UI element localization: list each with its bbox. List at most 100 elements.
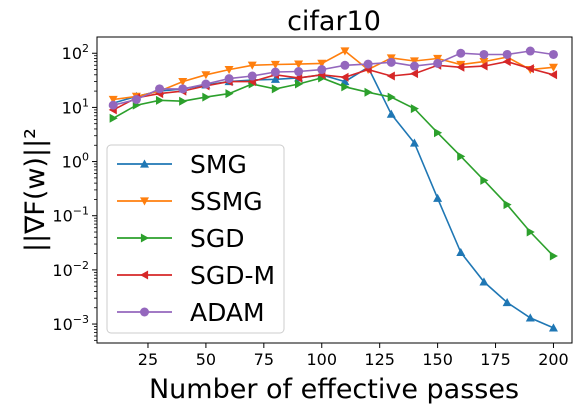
data-point-sgd [271, 84, 280, 94]
x-tick-label: 150 [422, 350, 453, 369]
legend-item-adam: ADAM [117, 298, 265, 327]
legend-item-ssmg: SSMG [117, 187, 263, 216]
data-point-adam [386, 57, 396, 67]
series-line-ssmg [113, 50, 554, 101]
x-tick-label: 200 [538, 350, 569, 369]
y-tick-label: 10−2 [52, 259, 89, 280]
data-point-smg [502, 297, 512, 307]
data-point-sgd [457, 151, 466, 161]
y-tick-label: 10−1 [52, 205, 89, 226]
data-point-ssmg [294, 60, 304, 69]
y-tick-label: 101 [62, 96, 89, 117]
data-point-adam [294, 67, 304, 77]
legend-label-ssmg: SSMG [190, 187, 263, 216]
data-point-adam [479, 49, 489, 59]
series-sgd-m [108, 57, 558, 115]
data-point-adam [502, 49, 512, 59]
legend-marker-smg [140, 159, 149, 168]
data-point-adam [363, 59, 373, 69]
x-tick-label: 50 [196, 350, 216, 369]
data-point-ssmg [201, 71, 211, 80]
data-point-smg [548, 323, 558, 332]
legend-marker-sgd-m [140, 270, 149, 280]
series-adam [108, 46, 558, 110]
data-point-sgd [341, 82, 350, 92]
series-layer [108, 46, 558, 332]
x-tick-label: 100 [306, 350, 337, 369]
data-point-sgd [294, 79, 304, 89]
data-point-sgd-m [386, 71, 395, 81]
legend-label-adam: ADAM [190, 298, 265, 327]
legend-frame [106, 144, 285, 334]
data-point-sgd [179, 96, 188, 106]
data-point-sgd [387, 92, 396, 102]
y-axis-label: ||∇F(w)||² [20, 128, 51, 252]
legend: SMG SSMG SGD SGD-M ADAM [106, 144, 285, 334]
data-point-smg [270, 74, 280, 83]
data-point-adam [108, 100, 118, 110]
data-point-smg [479, 277, 489, 286]
data-point-ssmg [548, 63, 558, 72]
data-point-sgd [109, 113, 118, 123]
data-point-ssmg [409, 57, 419, 66]
data-point-adam [131, 94, 141, 104]
legend-item-sgd-m: SGD-M [117, 261, 275, 290]
data-point-ssmg [317, 59, 327, 68]
data-point-sgd [225, 89, 234, 99]
x-axis-label: Number of effective passes [149, 374, 519, 405]
data-point-sgd-m [479, 61, 488, 71]
data-point-adam [178, 84, 188, 94]
data-point-adam [548, 49, 558, 59]
data-point-sgd-m [502, 57, 511, 67]
data-point-adam [433, 58, 443, 68]
data-point-sgd-m [409, 69, 419, 79]
data-point-adam [224, 74, 234, 84]
data-point-smg [409, 138, 419, 147]
data-point-ssmg [224, 65, 234, 75]
data-point-sgd [364, 87, 373, 97]
data-point-adam [525, 46, 535, 56]
data-point-sgd [202, 92, 211, 102]
data-point-adam [340, 60, 350, 70]
data-point-ssmg [340, 47, 350, 56]
chart-title: cifar10 [287, 6, 381, 37]
legend-item-sgd: SGD [117, 224, 245, 253]
data-point-sgd [480, 175, 489, 185]
data-point-adam [201, 79, 211, 89]
legend-marker-sgd [140, 233, 149, 243]
legend-label-sgd: SGD [190, 224, 245, 253]
legend-label-smg: SMG [190, 150, 247, 179]
data-point-ssmg [247, 61, 257, 70]
data-point-sgd-m [340, 72, 349, 82]
data-point-sgd-m [548, 70, 558, 80]
data-point-adam [456, 48, 466, 58]
data-point-smg [433, 193, 443, 202]
y-tick-label: 100 [62, 151, 89, 172]
data-point-ssmg [178, 77, 188, 87]
data-point-sgd [410, 104, 419, 114]
data-point-sgd [503, 200, 512, 210]
data-point-smg [456, 247, 466, 257]
series-line-sgd [112, 77, 555, 257]
x-tick-label: 25 [138, 350, 158, 369]
legend-marker-ssmg [140, 197, 149, 206]
x-tick-label: 75 [254, 350, 274, 369]
data-point-smg [525, 313, 535, 322]
data-point-sgd [549, 251, 558, 261]
data-point-sgd [155, 95, 165, 105]
data-point-smg [386, 109, 396, 118]
legend-marker-adam [140, 307, 149, 317]
data-point-adam [317, 65, 327, 75]
plot-frame [96, 36, 573, 344]
x-tick-label: 125 [364, 350, 395, 369]
axis-ticks: 25 50 75 100 125 150 175 200 10−3 10−2 10−1 100 101 1… [52, 42, 568, 369]
data-point-ssmg [108, 95, 118, 104]
legend-item-smg: SMG [117, 150, 247, 179]
y-tick-label: 10−3 [52, 313, 89, 334]
data-point-sgd [434, 128, 443, 138]
data-point-ssmg [270, 60, 280, 69]
x-tick-label: 175 [480, 350, 511, 369]
data-point-adam [270, 67, 280, 77]
data-point-adam [409, 61, 419, 71]
